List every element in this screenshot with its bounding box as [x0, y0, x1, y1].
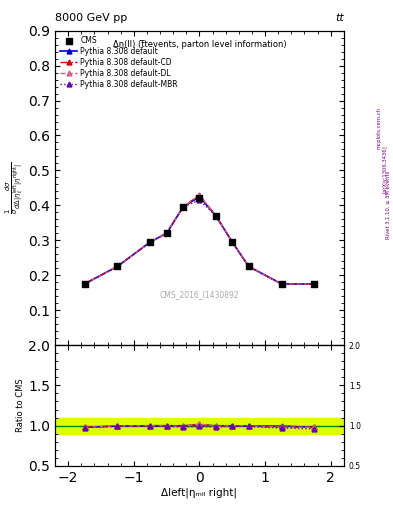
- Line: Pythia 8.308 default-MBR: Pythia 8.308 default-MBR: [82, 198, 317, 286]
- CMS: [180, 203, 186, 211]
- CMS: [114, 262, 121, 270]
- Line: Pythia 8.308 default-DL: Pythia 8.308 default-DL: [82, 193, 317, 286]
- Pythia 8.308 default-MBR: [181, 204, 185, 210]
- Pythia 8.308 default: [115, 263, 120, 269]
- Pythia 8.308 default-CD: [246, 263, 251, 269]
- Pythia 8.308 default: [197, 194, 202, 200]
- Line: Pythia 8.308 default: Pythia 8.308 default: [82, 194, 317, 286]
- Legend: CMS, Pythia 8.308 default, Pythia 8.308 default-CD, Pythia 8.308 default-DL, Pyt: CMS, Pythia 8.308 default, Pythia 8.308 …: [59, 34, 179, 90]
- Pythia 8.308 default-CD: [181, 204, 185, 210]
- Pythia 8.308 default-DL: [197, 192, 202, 198]
- Line: Pythia 8.308 default-CD: Pythia 8.308 default-CD: [82, 193, 317, 286]
- Pythia 8.308 default-MBR: [115, 263, 120, 269]
- Pythia 8.308 default-MBR: [164, 230, 169, 237]
- Pythia 8.308 default-MBR: [148, 239, 152, 245]
- Text: tt: tt: [335, 13, 344, 23]
- Pythia 8.308 default: [312, 281, 317, 287]
- Bar: [55, 418, 344, 434]
- Pythia 8.308 default-CD: [164, 230, 169, 237]
- Text: CMS_2016_I1430892: CMS_2016_I1430892: [160, 290, 239, 299]
- Pythia 8.308 default-MBR: [230, 239, 235, 245]
- Pythia 8.308 default: [148, 239, 152, 245]
- Pythia 8.308 default-CD: [148, 239, 152, 245]
- Pythia 8.308 default-DL: [213, 213, 218, 219]
- Pythia 8.308 default: [279, 281, 284, 287]
- Pythia 8.308 default-DL: [181, 204, 185, 210]
- Pythia 8.308 default-MBR: [82, 281, 87, 287]
- CMS: [81, 280, 88, 288]
- CMS: [246, 262, 252, 270]
- Pythia 8.308 default-CD: [115, 263, 120, 269]
- CMS: [163, 229, 170, 238]
- Pythia 8.308 default-DL: [312, 281, 317, 287]
- Pythia 8.308 default-DL: [148, 239, 152, 245]
- Pythia 8.308 default-DL: [279, 281, 284, 287]
- Pythia 8.308 default: [230, 239, 235, 245]
- Pythia 8.308 default: [181, 204, 185, 210]
- CMS: [229, 238, 235, 246]
- Text: Δη(ll) (t̅̅tevents, parton level information): Δη(ll) (t̅̅tevents, parton level informa…: [113, 40, 286, 49]
- Pythia 8.308 default-DL: [246, 263, 251, 269]
- Pythia 8.308 default-CD: [230, 239, 235, 245]
- Pythia 8.308 default-DL: [230, 239, 235, 245]
- Pythia 8.308 default-DL: [82, 281, 87, 287]
- Pythia 8.308 default-CD: [312, 281, 317, 287]
- Pythia 8.308 default: [82, 281, 87, 287]
- Pythia 8.308 default-CD: [82, 281, 87, 287]
- Pythia 8.308 default-MBR: [197, 197, 202, 203]
- CMS: [196, 194, 203, 202]
- Pythia 8.308 default-CD: [213, 213, 218, 219]
- Text: 8000 GeV pp: 8000 GeV pp: [55, 13, 127, 23]
- CMS: [278, 280, 285, 288]
- Pythia 8.308 default-CD: [279, 281, 284, 287]
- Pythia 8.308 default-MBR: [279, 281, 284, 287]
- Pythia 8.308 default-DL: [115, 263, 120, 269]
- Text: Rivet 3.1.10, ≥ 3M events: Rivet 3.1.10, ≥ 3M events: [386, 170, 391, 239]
- Pythia 8.308 default-CD: [197, 192, 202, 198]
- Text: [arXiv:1306.3436]: [arXiv:1306.3436]: [382, 145, 387, 193]
- Pythia 8.308 default-MBR: [312, 281, 317, 287]
- CMS: [311, 280, 318, 288]
- Y-axis label: Ratio to CMS: Ratio to CMS: [17, 379, 26, 432]
- X-axis label: Δleft|ηₘₗₗ right|: Δleft|ηₘₗₗ right|: [162, 487, 237, 498]
- Text: mcplots.cern.ch: mcplots.cern.ch: [377, 107, 382, 149]
- Pythia 8.308 default-MBR: [213, 213, 218, 219]
- Pythia 8.308 default: [164, 230, 169, 237]
- Pythia 8.308 default-MBR: [246, 263, 251, 269]
- CMS: [213, 212, 219, 220]
- Pythia 8.308 default: [246, 263, 251, 269]
- Pythia 8.308 default-DL: [164, 230, 169, 237]
- CMS: [147, 238, 153, 246]
- Pythia 8.308 default: [213, 213, 218, 219]
- Y-axis label: $\frac{1}{\sigma}\frac{d\sigma}{d\Delta|\eta_\ell^\mathrm{left}|\eta^\mathrm{rig: $\frac{1}{\sigma}\frac{d\sigma}{d\Delta|…: [4, 162, 26, 214]
